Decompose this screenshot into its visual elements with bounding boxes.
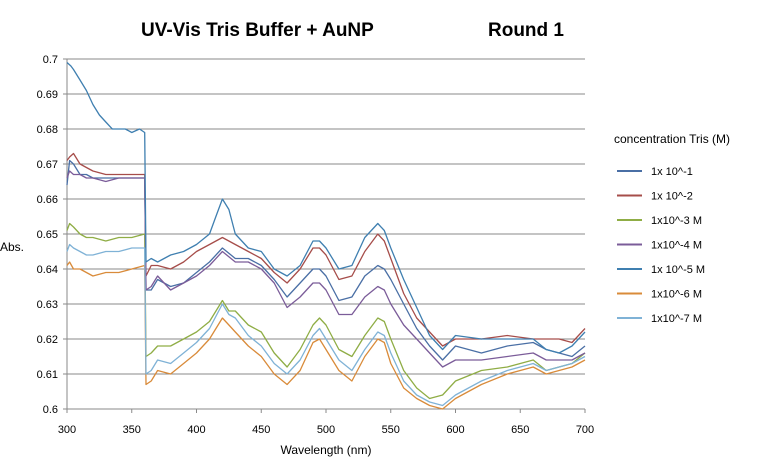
x-tick-label: 350 bbox=[123, 424, 141, 436]
y-tick-label: 0.69 bbox=[37, 89, 58, 101]
y-tick-label: 0.68 bbox=[37, 124, 58, 136]
y-tick-label: 0.63 bbox=[37, 299, 58, 311]
series-line-3 bbox=[66, 222, 586, 400]
legend-label-2: 1x 10^-2 bbox=[651, 191, 693, 203]
x-tick-label: 450 bbox=[252, 424, 270, 436]
series-line-4 bbox=[66, 170, 586, 368]
chart-title: UV-Vis Tris Buffer + AuNP bbox=[141, 20, 374, 41]
series-line-6 bbox=[66, 261, 586, 410]
legend-label-4: 1x10^-4 M bbox=[651, 240, 702, 252]
legend-title: concentration Tris (M) bbox=[614, 132, 730, 146]
legend-label-5: 1x 10^-5 M bbox=[651, 264, 705, 276]
y-tick-label: 0.66 bbox=[37, 194, 58, 206]
legend-label-3: 1x10^-3 M bbox=[651, 215, 702, 227]
y-tick-label: 0.62 bbox=[37, 334, 58, 346]
gridlines bbox=[67, 58, 585, 410]
series-line-2 bbox=[66, 152, 586, 347]
x-axis-label: Wavelength (nm) bbox=[281, 443, 372, 457]
y-tick-label: 0.65 bbox=[37, 229, 58, 241]
y-tick-label: 0.61 bbox=[37, 369, 58, 381]
x-tick-label: 550 bbox=[382, 424, 400, 436]
x-tick-label: 400 bbox=[187, 424, 205, 436]
series-lines bbox=[66, 62, 586, 410]
legend-label-1: 1x 10^-1 bbox=[651, 166, 693, 178]
x-tick-label: 600 bbox=[446, 424, 464, 436]
x-tick-label: 500 bbox=[317, 424, 335, 436]
legend-label-7: 1x10^-7 M bbox=[651, 313, 702, 325]
x-axis-ticks: 300 350 400 450 500 550 600 650 700 bbox=[58, 409, 594, 436]
y-tick-label: 0.6 bbox=[43, 404, 58, 416]
legend: 1x 10^-1 1x 10^-2 1x10^-3 M 1x10^-4 M 1x 10^… bbox=[617, 166, 705, 325]
x-tick-label: 650 bbox=[511, 424, 529, 436]
x-tick-label: 300 bbox=[58, 424, 76, 436]
x-tick-label: 700 bbox=[576, 424, 594, 436]
legend-label-6: 1x10^-6 M bbox=[651, 289, 702, 301]
y-tick-label: 0.7 bbox=[43, 54, 58, 66]
series-line-7 bbox=[66, 243, 586, 407]
y-axis-ticks: 0.6 0.61 0.62 0.63 0.64 0.65 0.66 0.67 0.68 0.69 0… bbox=[37, 54, 67, 416]
y-tick-label: 0.67 bbox=[37, 159, 58, 171]
chart-subtitle: Round 1 bbox=[488, 20, 564, 41]
y-axis-label: Abs. bbox=[0, 240, 24, 254]
series-line-5 bbox=[66, 62, 586, 354]
y-tick-label: 0.64 bbox=[37, 264, 58, 276]
